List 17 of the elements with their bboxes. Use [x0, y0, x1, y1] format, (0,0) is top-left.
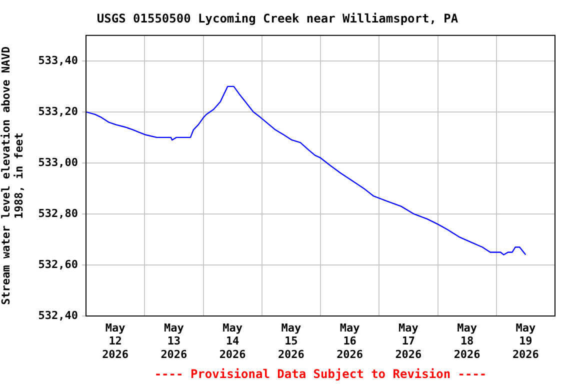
y-axis-title: Stream water level elevation above NAVD 1988, in feet — [0, 46, 26, 305]
y-tick-label: 532,80 — [38, 206, 78, 220]
chart-title: USGS 01550500 Lycoming Creek near Williamsport, PA — [96, 11, 459, 26]
y-tick-label: 532,40 — [38, 308, 78, 322]
x-tick-label: May 19 2026 — [512, 321, 540, 361]
y-tick-label: 532,60 — [38, 258, 78, 271]
y-tick-label: 533,00 — [38, 156, 78, 169]
y-tick-label: 533,40 — [38, 54, 78, 67]
x-tick-label: May 17 2026 — [395, 321, 422, 361]
text: ---- Provisional Data Subject to Revision ---- — [154, 367, 487, 382]
x-tick-label: May 16 2026 — [336, 321, 364, 361]
x-tick-label: May 18 2026 — [454, 321, 481, 361]
x-tick-label: May 12 2026 — [102, 321, 129, 361]
x-tick-label: May 13 2026 — [160, 321, 188, 361]
y-tick-label: 533,20 — [38, 104, 78, 118]
x-tick-label: May 14 2026 — [219, 321, 246, 361]
x-tick-label: May 15 2026 — [278, 321, 305, 361]
